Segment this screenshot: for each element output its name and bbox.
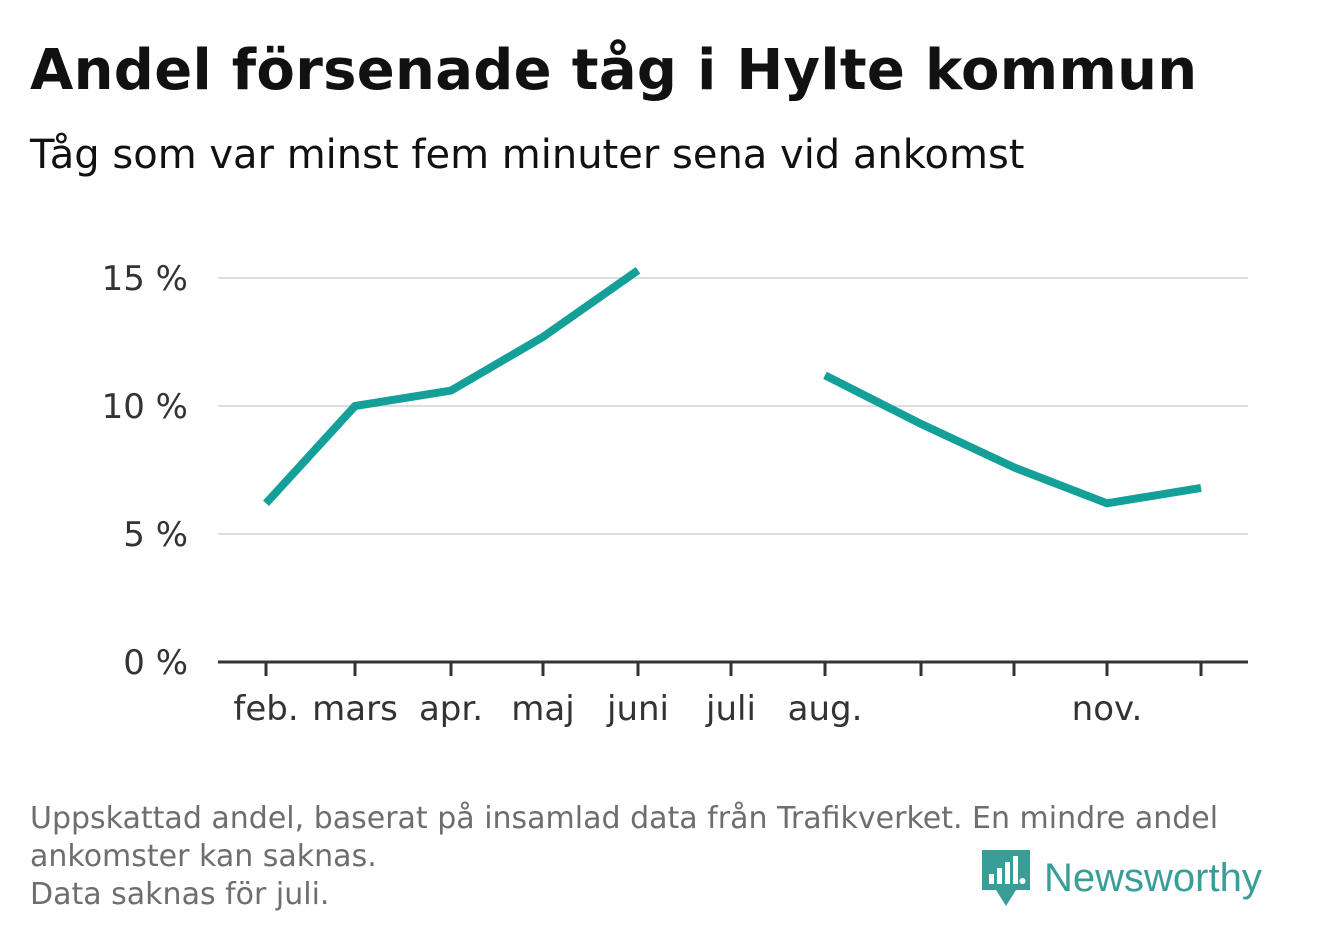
y-tick-label: 10 %	[102, 387, 188, 427]
x-tick-label: mars	[312, 689, 398, 729]
footnote: Uppskattad andel, baserat på insamlad da…	[30, 800, 1218, 914]
x-tick-label: aug.	[788, 689, 863, 729]
y-tick-label: 5 %	[123, 515, 188, 555]
x-tick-label: feb.	[233, 689, 298, 729]
newsworthy-logo: Newsworthy	[980, 848, 1262, 908]
chart-subtitle: Tåg som var minst fem minuter sena vid a…	[30, 132, 1025, 178]
x-tick-label: juli	[705, 689, 756, 729]
x-tick-label: maj	[511, 689, 574, 729]
x-tick-label: apr.	[419, 689, 483, 729]
chart-title: Andel försenade tåg i Hylte kommun	[30, 38, 1198, 103]
footnote-line-3: Data saknas för juli.	[30, 877, 330, 912]
x-tick-label: juni	[606, 689, 669, 729]
x-tick-label: nov.	[1072, 689, 1143, 729]
y-tick-label: 15 %	[102, 259, 188, 299]
footnote-line-2: ankomster kan saknas.	[30, 839, 377, 874]
series-line	[823, 371, 1202, 508]
footnote-line-1: Uppskattad andel, baserat på insamlad da…	[30, 801, 1219, 836]
newsworthy-logo-text: Newsworthy	[1044, 855, 1262, 900]
series-line	[263, 267, 641, 506]
newsworthy-logo-icon	[982, 850, 1030, 906]
y-tick-label: 0 %	[123, 643, 188, 683]
